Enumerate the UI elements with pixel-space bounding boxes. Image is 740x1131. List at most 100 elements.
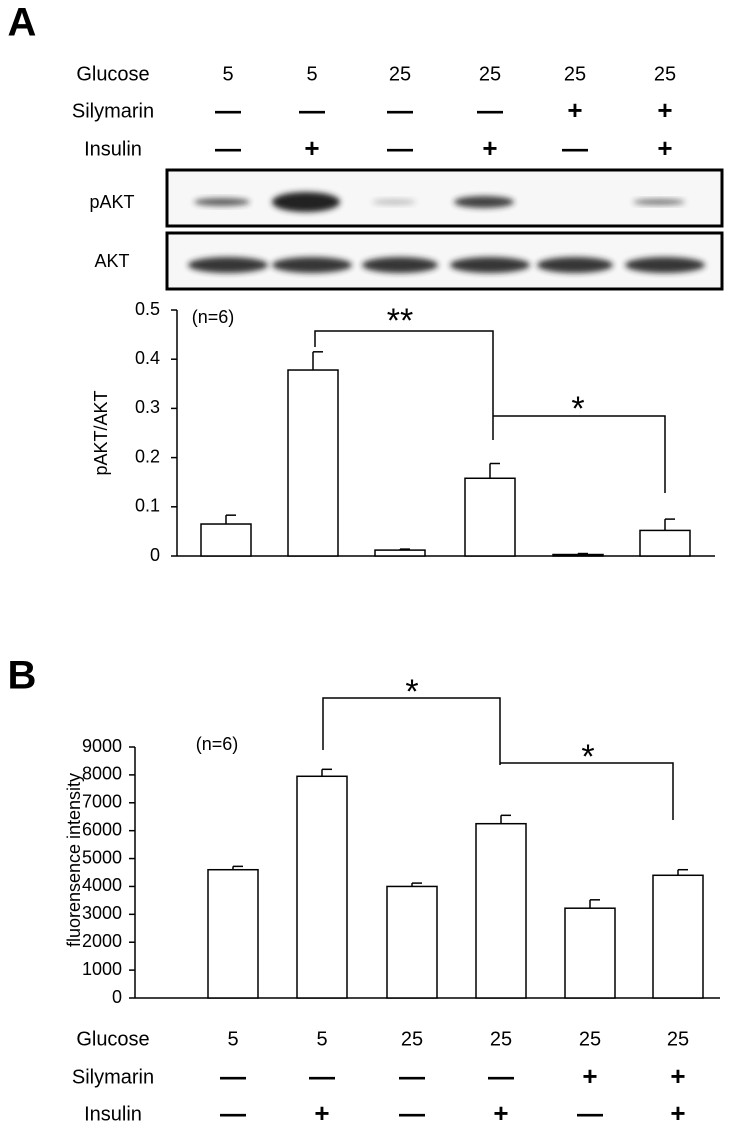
error-bar <box>589 899 600 909</box>
condition-value: 5 <box>316 1028 327 1050</box>
condition-value: 25 <box>401 1028 423 1050</box>
blot-panel <box>165 168 724 228</box>
condition-value: 25 <box>667 1028 689 1050</box>
condition-value: 25 <box>579 1028 601 1050</box>
error-bar <box>677 868 688 876</box>
bar <box>296 775 348 999</box>
significance-label: * <box>571 390 584 428</box>
condition-value: + <box>304 133 319 163</box>
significance-label: * <box>405 673 418 711</box>
y-tick-label: 0 <box>150 545 160 565</box>
y-tick-label: 4000 <box>82 875 122 895</box>
y-tick-label: 6000 <box>82 819 122 839</box>
y-tick-label: 8000 <box>82 764 122 784</box>
panel-label: A <box>8 1 37 45</box>
bar <box>564 907 616 999</box>
condition-value: 25 <box>654 63 676 85</box>
error-bar <box>312 351 323 371</box>
y-tick-label: 7000 <box>82 792 122 812</box>
blot-band <box>362 257 438 273</box>
condition-value: — <box>387 133 413 163</box>
y-tick-label: 0.3 <box>135 397 160 417</box>
condition-value: + <box>314 1098 329 1128</box>
blot-band <box>194 198 250 206</box>
condition-value: — <box>477 95 503 125</box>
condition-value: — <box>220 1061 246 1091</box>
bar <box>200 523 252 557</box>
error-bar <box>489 462 500 479</box>
condition-value: + <box>670 1061 685 1091</box>
blot-band <box>454 196 514 208</box>
y-tick-label: 0.1 <box>135 496 160 516</box>
y-axis-label: fluorensence intensity <box>64 773 84 947</box>
blot-band <box>625 257 705 273</box>
blot-band <box>188 257 268 273</box>
condition-value: — <box>399 1061 425 1091</box>
blot-frame <box>165 168 724 228</box>
condition-value: — <box>577 1098 603 1128</box>
condition-value: + <box>657 95 672 125</box>
significance-bracket <box>314 330 494 440</box>
annotation: (n=6) <box>196 734 239 754</box>
bar <box>374 549 426 557</box>
error-bar <box>321 768 332 777</box>
condition-label: Glucose <box>76 1028 149 1050</box>
annotation: (n=6) <box>192 307 235 327</box>
condition-value: — <box>399 1098 425 1128</box>
blot-label: pAKT <box>89 192 134 212</box>
bar <box>652 874 704 999</box>
bar <box>464 477 516 557</box>
blot-band <box>272 192 340 212</box>
y-tick-label: 5000 <box>82 847 122 867</box>
condition-label: Silymarin <box>72 100 154 122</box>
y-tick-label: 2000 <box>82 931 122 951</box>
significance-bracket <box>500 762 674 820</box>
condition-value: + <box>657 133 672 163</box>
condition-value: + <box>670 1098 685 1128</box>
blot-panel <box>165 231 724 291</box>
significance-label: ** <box>387 302 413 340</box>
condition-label: Insulin <box>84 138 142 160</box>
y-tick-label: 3000 <box>82 903 122 923</box>
y-tick-label: 9000 <box>82 736 122 756</box>
bar <box>639 529 691 557</box>
condition-value: — <box>309 1061 335 1091</box>
condition-value: + <box>567 95 582 125</box>
condition-value: 25 <box>490 1028 512 1050</box>
significance-bracket <box>322 697 501 765</box>
condition-value: + <box>493 1098 508 1128</box>
bar <box>552 553 604 557</box>
condition-value: — <box>215 133 241 163</box>
condition-value: — <box>488 1061 514 1091</box>
y-tick-label: 0.4 <box>135 348 160 368</box>
blot-label: AKT <box>94 251 129 271</box>
condition-value: 25 <box>479 63 501 85</box>
significance-bracket <box>493 415 666 493</box>
condition-value: — <box>220 1098 246 1128</box>
condition-value: 5 <box>306 63 317 85</box>
bar <box>475 822 527 999</box>
y-tick-label: 0.2 <box>135 446 160 466</box>
condition-value: + <box>582 1061 597 1091</box>
blot-band <box>272 257 352 273</box>
error-bar <box>500 814 511 824</box>
significance-label: * <box>581 738 594 776</box>
bar <box>287 369 339 557</box>
condition-value: 25 <box>389 63 411 85</box>
y-tick-label: 0.5 <box>135 299 160 319</box>
condition-value: + <box>482 133 497 163</box>
blot-band <box>537 257 613 273</box>
error-bar <box>664 518 675 531</box>
y-tick-label: 0 <box>112 987 122 1007</box>
blot-band <box>450 257 530 273</box>
condition-value: — <box>299 95 325 125</box>
y-axis-label: pAKT/AKT <box>91 390 111 475</box>
condition-label: Insulin <box>84 1103 142 1125</box>
blot-band <box>633 199 685 205</box>
blot-band <box>372 199 416 205</box>
condition-label: Glucose <box>76 63 149 85</box>
y-tick-label: 1000 <box>82 959 122 979</box>
condition-label: Silymarin <box>72 1066 154 1088</box>
condition-value: 5 <box>222 63 233 85</box>
